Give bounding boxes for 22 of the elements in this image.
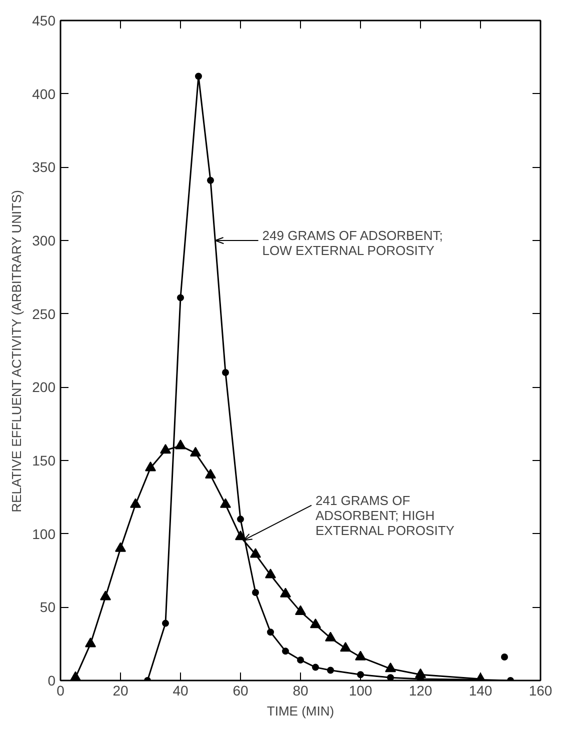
annotation: 241 GRAMS OF ADSORBENT; HIGH EXTERNAL POROSITY — [316, 492, 455, 538]
x-tick-label: 60 — [232, 682, 248, 698]
y-tick-label: 300 — [32, 232, 56, 248]
x-tick-label: 160 — [528, 682, 552, 698]
y-tick-label: 200 — [32, 379, 56, 396]
y-tick-label: 50 — [40, 599, 56, 616]
y-tick-label: 250 — [32, 306, 56, 322]
x-tick-label: 80 — [292, 682, 308, 698]
x-tick-label: 40 — [172, 682, 188, 698]
y-tick-label: 450 — [32, 12, 56, 28]
y-tick-label: 150 — [32, 452, 56, 468]
x-tick-label: 120 — [408, 682, 432, 698]
annotation: 249 GRAMS OF ADSORBENT; LOW EXTERNAL POROSITY — [262, 228, 443, 258]
y-tick-label: 350 — [32, 159, 56, 176]
x-tick-label: 140 — [468, 682, 492, 698]
x-tick-label: 100 — [348, 682, 372, 698]
y-tick-label: 100 — [32, 526, 56, 542]
y-tick-label: 400 — [32, 86, 56, 102]
x-tick-label: 20 — [112, 682, 128, 698]
y-tick-label: 0 — [48, 672, 56, 688]
y-axis-title: RELATIVE EFFLUENT ACTIVITY (ARBITRARY UNITS) — [9, 190, 24, 512]
x-axis-title: TIME (MIN) — [266, 704, 334, 718]
